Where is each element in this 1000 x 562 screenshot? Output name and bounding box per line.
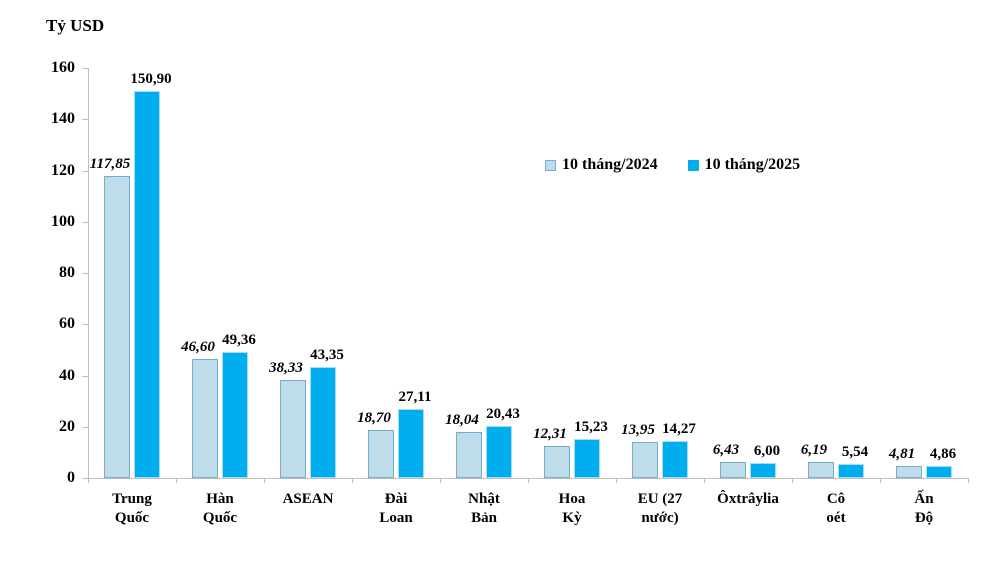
y-axis-unit-label: Tỷ USD <box>46 16 105 35</box>
y-tick-label: 40 <box>59 366 75 384</box>
bar-2024 <box>544 446 570 478</box>
category-label: EU (27 nước) <box>637 491 683 526</box>
bar-value-label-2025: 150,90 <box>130 71 172 88</box>
y-tick-mark <box>82 170 88 172</box>
bar-2024 <box>720 461 746 478</box>
x-tick-mark <box>264 478 265 483</box>
bar-value-label-2024: 38,33 <box>269 359 303 376</box>
bar-value-label-2024: 6,43 <box>712 441 740 458</box>
y-tick-label: 80 <box>59 264 75 281</box>
legend-swatch-2024 <box>545 159 556 171</box>
y-tick-label: 160 <box>51 59 75 76</box>
bar-2024 <box>104 176 130 478</box>
bar-2024 <box>808 462 834 478</box>
bar-2025 <box>486 425 512 478</box>
x-tick-mark <box>880 478 881 483</box>
bar-value-label-2024: 13,95 <box>621 422 655 439</box>
y-axis-line <box>88 68 89 483</box>
bar-value-label-2024: 18,04 <box>445 411 479 428</box>
category-label: Đài Loan <box>379 491 413 526</box>
bar-value-label-2024: 4,81 <box>888 445 916 462</box>
legend-label-2025: 10 tháng/2025 <box>704 156 801 173</box>
bar-2024 <box>456 431 482 478</box>
y-tick-mark <box>82 375 88 377</box>
bar-2024 <box>896 465 922 478</box>
y-tick-mark <box>82 273 88 274</box>
legend-swatch-2025 <box>687 159 699 171</box>
bar-value-label-2024: 117,85 <box>89 156 131 172</box>
bar-value-label-2024: 12,31 <box>533 426 567 443</box>
y-tick-label: 140 <box>51 110 75 128</box>
legend-item-2025: 10 tháng/2025 <box>687 156 801 174</box>
y-tick-mark <box>82 68 88 69</box>
category-label: ASEAN <box>282 491 334 507</box>
bar-2024 <box>280 379 306 478</box>
y-tick-mark <box>82 119 88 121</box>
x-tick-mark <box>352 478 353 483</box>
category-label: Ấn Độ <box>914 491 934 526</box>
bar-2025 <box>574 438 600 478</box>
bar-2025 <box>838 463 864 478</box>
bar-2025 <box>398 408 424 478</box>
y-tick-mark <box>82 221 88 223</box>
bar-value-label-2025: 43,35 <box>310 346 344 363</box>
bar-2025 <box>310 366 336 478</box>
category-label: Cô oét <box>826 491 846 526</box>
y-tick-label: 120 <box>51 161 75 179</box>
legend-item-2024: 10 tháng/2024 <box>545 156 658 174</box>
legend-label-2024: 10 tháng/2024 <box>562 156 658 173</box>
y-tick-mark <box>82 426 88 428</box>
x-tick-mark <box>704 478 705 483</box>
category-label: Ôxtrâylia <box>717 491 779 507</box>
y-tick-mark <box>82 478 88 479</box>
category-label: Trung Quốc <box>112 491 152 526</box>
bar-value-label-2025: 27,11 <box>398 388 432 405</box>
y-tick-label: 20 <box>59 417 75 435</box>
bar-value-label-2025: 6,00 <box>753 442 781 459</box>
bar-value-label-2024: 18,70 <box>357 410 391 427</box>
category-label: Hoa Kỳ <box>558 491 586 526</box>
bar-value-label-2025: 20,43 <box>486 405 520 422</box>
bar-2025 <box>750 462 776 478</box>
bar-2025 <box>134 91 160 478</box>
x-tick-mark <box>792 478 793 483</box>
bar-value-label-2025: 14,27 <box>662 421 696 438</box>
bar-value-label-2025: 49,36 <box>222 331 256 348</box>
bar-value-label-2024: 46,60 <box>181 338 215 355</box>
bar-2024 <box>368 430 394 478</box>
bar-2024 <box>632 442 658 478</box>
x-tick-mark <box>528 478 529 483</box>
bar-value-label-2025: 5,54 <box>841 443 869 460</box>
category-label: Hàn Quốc <box>202 491 238 526</box>
x-tick-mark <box>616 478 617 483</box>
bar-2024 <box>192 358 218 478</box>
y-tick-label: 100 <box>51 212 75 230</box>
category-label: Nhật Bản <box>468 491 500 526</box>
bar-2025 <box>926 465 952 478</box>
bar-2025 <box>222 351 248 478</box>
y-tick-label: 0 <box>67 469 75 486</box>
x-tick-mark <box>440 478 441 483</box>
bar-value-label-2025: 4,86 <box>929 445 957 462</box>
y-tick-mark <box>82 324 88 326</box>
x-tick-mark <box>968 478 969 483</box>
bar-2025 <box>662 441 688 478</box>
bar-value-label-2024: 6,19 <box>800 442 828 459</box>
x-tick-mark <box>176 478 177 483</box>
x-tick-mark <box>88 478 89 483</box>
y-tick-label: 60 <box>59 315 75 333</box>
bar-value-label-2025: 15,23 <box>574 418 608 435</box>
legend: 10 tháng/2024 10 tháng/2025 <box>545 156 800 174</box>
